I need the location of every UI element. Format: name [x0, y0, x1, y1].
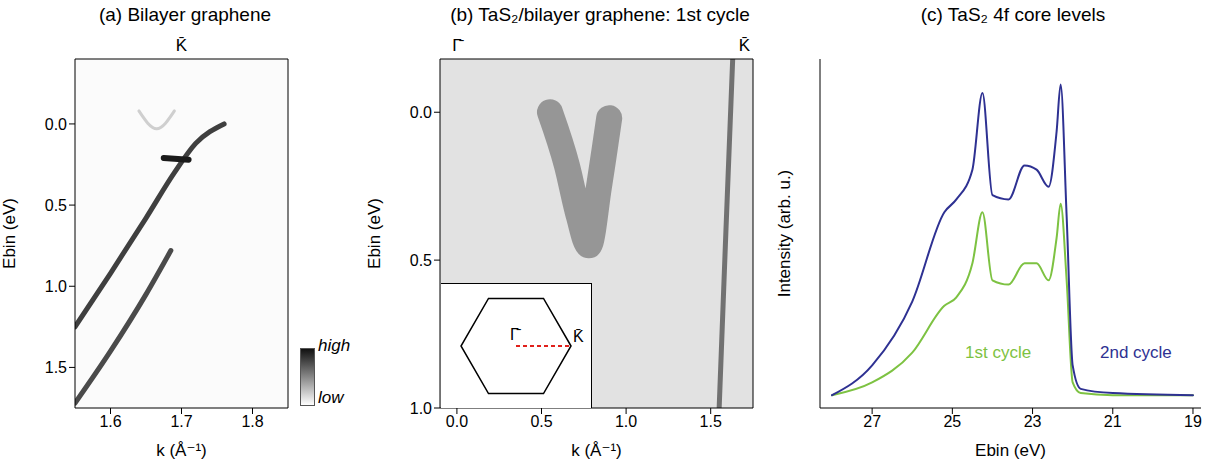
html-text:(a) Bilayer graphene: (a) Bilayer graphene	[98, 4, 272, 25]
svg-text:0.0: 0.0	[446, 413, 468, 430]
svg-text:Ebin (eV): Ebin (eV)	[975, 441, 1046, 460]
html-text:2nd cycle: 2nd cycle	[1100, 343, 1172, 362]
svg-text:0.0: 0.0	[410, 104, 432, 121]
html-text:1st cycle: 1st cycle	[965, 343, 1032, 362]
svg-text:0.5: 0.5	[410, 252, 432, 269]
svg-text:1.0: 1.0	[45, 278, 67, 295]
svg-text:1.0: 1.0	[410, 400, 432, 417]
svg-text:Ebin (eV): Ebin (eV)	[0, 198, 19, 269]
svg-text:k (Å⁻¹): k (Å⁻¹)	[571, 441, 622, 460]
html-text:(b) TaS₂/bilayer graphene: 1st: (b) TaS₂/bilayer graphene: 1st cycle	[450, 4, 750, 25]
svg-text:K̄: K̄	[573, 328, 584, 345]
svg-text:0.5: 0.5	[45, 197, 67, 214]
svg-text:27: 27	[863, 413, 881, 430]
svg-text:1.0: 1.0	[615, 413, 637, 430]
svg-text:1.5: 1.5	[45, 359, 67, 376]
svg-text:1.7: 1.7	[170, 413, 192, 430]
svg-text:23: 23	[1024, 413, 1042, 430]
svg-text:K̄: K̄	[176, 36, 188, 55]
html-text:high: high	[318, 336, 351, 355]
svg-text:0.0: 0.0	[45, 116, 67, 133]
svg-text:Ebin (eV): Ebin (eV)	[365, 198, 384, 269]
svg-text:Γ̄: Γ̄	[452, 36, 464, 55]
svg-text:1.5: 1.5	[700, 413, 722, 430]
svg-text:0.5: 0.5	[530, 413, 552, 430]
svg-text:k (Å⁻¹): k (Å⁻¹)	[156, 441, 207, 460]
svg-text:1.6: 1.6	[99, 413, 121, 430]
svg-text:1.8: 1.8	[241, 413, 263, 430]
html-text:(c) TaS₂ 4f core levels: (c) TaS₂ 4f core levels	[920, 4, 1106, 25]
svg-text:21: 21	[1104, 413, 1122, 430]
svg-text:19: 19	[1184, 413, 1202, 430]
svg-text:25: 25	[943, 413, 961, 430]
svg-text:Intensity (arb. u.): Intensity (arb. u.)	[775, 170, 794, 298]
svg-text:K̄: K̄	[739, 36, 751, 55]
html-text:low: low	[318, 388, 344, 407]
svg-text:Γ̄: Γ̄	[510, 326, 522, 343]
